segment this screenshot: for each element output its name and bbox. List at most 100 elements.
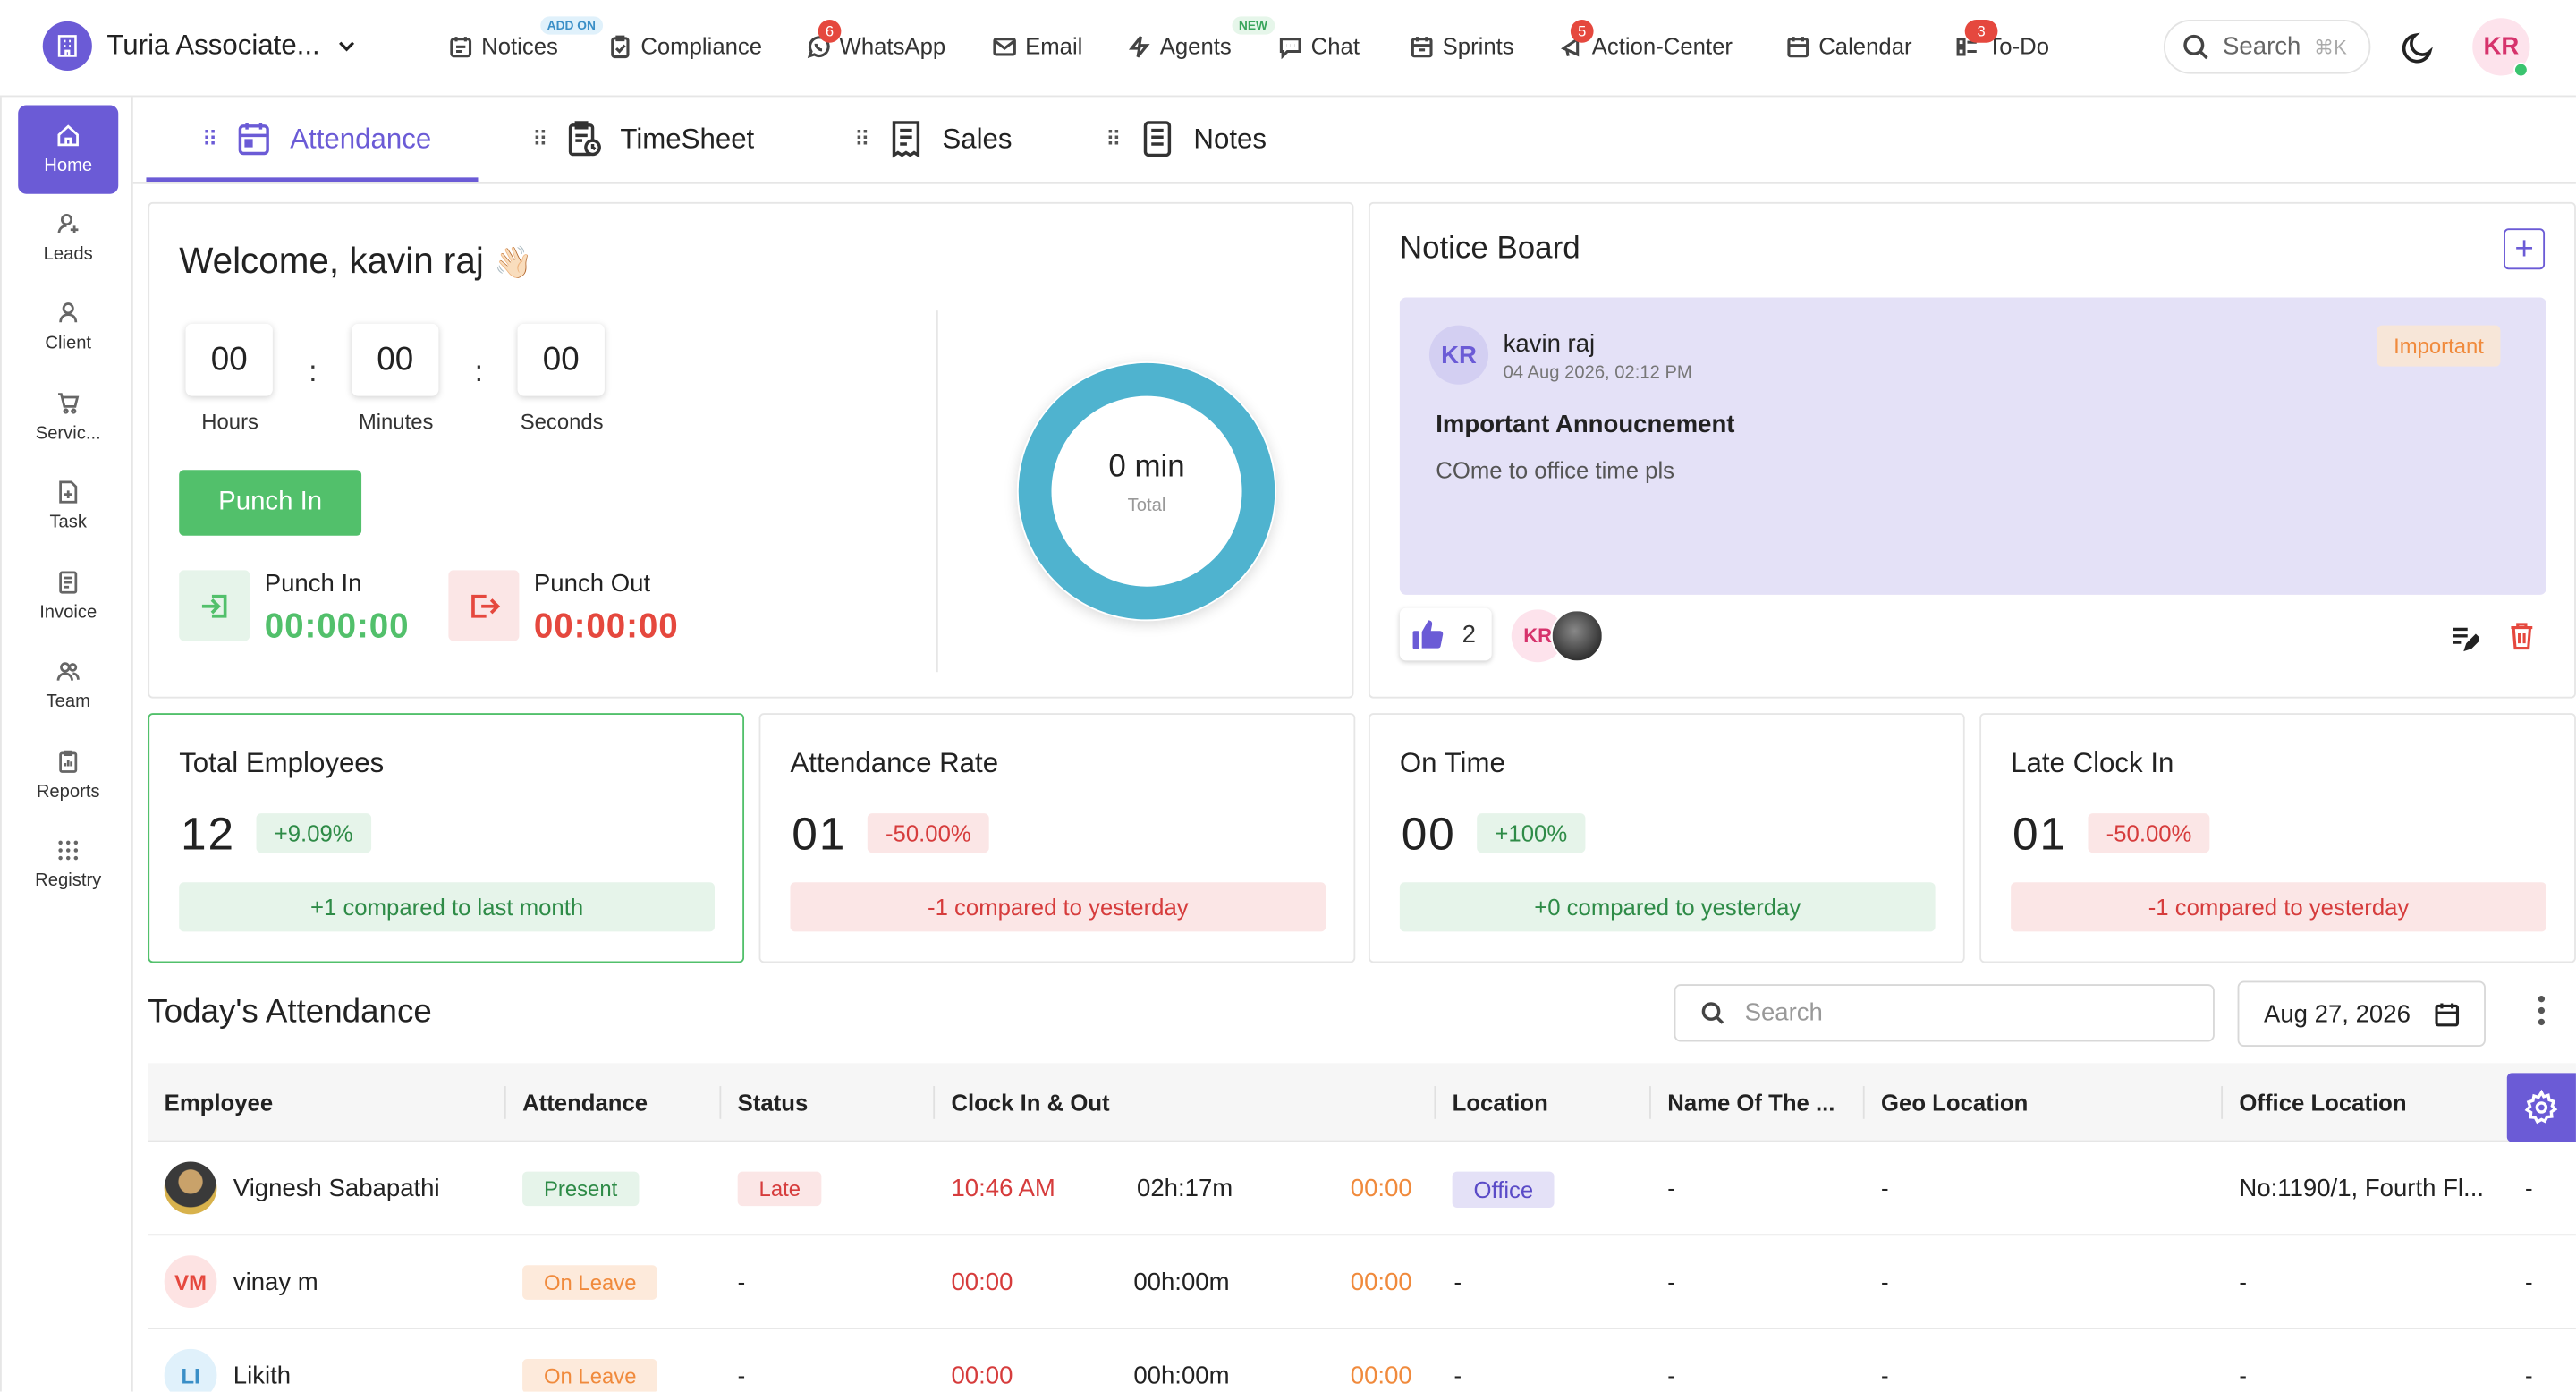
table-settings-button[interactable]: [2506, 1073, 2576, 1142]
clock-out-time: 00:00: [1350, 1175, 1412, 1203]
tab-timesheet[interactable]: ⠿ TimeSheet: [532, 120, 754, 157]
nav-agents[interactable]: Agents NEW: [1127, 16, 1275, 59]
viewer-photo-avatar[interactable]: [1550, 609, 1604, 663]
tab-attendance[interactable]: ⠿ Attendance: [202, 120, 431, 157]
thumbs-up-icon: [1412, 620, 1444, 649]
home-icon: [57, 124, 79, 147]
employee-name[interactable]: vinay m: [233, 1268, 318, 1297]
table-row[interactable]: VM vinay m On Leave - 00:00 00h:00m 00:0…: [148, 1235, 2576, 1329]
office-location-value: -: [2239, 1268, 2248, 1295]
search-icon: [1701, 1002, 1724, 1024]
stat-total-employees[interactable]: Total Employees 12 +9.09% +1 compared to…: [148, 713, 745, 963]
tab-notes[interactable]: ⠿ Notes: [1106, 120, 1267, 157]
table-row[interactable]: LI Likith On Leave - 00:00 00h:00m 00:00…: [148, 1329, 2576, 1392]
drag-handle-icon[interactable]: ⠿: [532, 125, 547, 151]
column-geo-location[interactable]: Geo Location: [1881, 1089, 2029, 1116]
drag-handle-icon[interactable]: ⠿: [1106, 125, 1121, 151]
new-tag: NEW: [1232, 16, 1275, 35]
sidebar-item-invoice[interactable]: Invoice: [18, 552, 118, 641]
stat-on-time[interactable]: On Time 00 +100% +0 compared to yesterda…: [1368, 713, 1965, 963]
nav-action-center[interactable]: Action-Center 5: [1559, 20, 1733, 59]
punch-in-icon: [179, 570, 250, 641]
stat-late-clock-in[interactable]: Late Clock In 01 -50.00% -1 compared to …: [1979, 713, 2576, 963]
divider: [936, 310, 938, 673]
notice-item[interactable]: KR kavin raj 04 Aug 2026, 02:12 PM Impor…: [1399, 297, 2546, 595]
grid-icon: [58, 840, 79, 861]
employee-name[interactable]: Vignesh Sabapathi: [233, 1175, 440, 1203]
stat-change-badge: -50.00%: [867, 813, 989, 853]
nav-whatsapp[interactable]: WhatsApp 6: [807, 20, 945, 59]
task-icon: [59, 480, 78, 504]
status-badge: Late: [737, 1171, 822, 1207]
column-status[interactable]: Status: [737, 1089, 809, 1116]
employee-avatar: LI: [164, 1348, 217, 1392]
moon-icon[interactable]: [2400, 30, 2436, 65]
sidebar-item-registry[interactable]: Registry: [18, 820, 118, 909]
edit-icon[interactable]: [2450, 623, 2479, 652]
extra-value: -: [2525, 1268, 2533, 1295]
location-badge: Office: [1452, 1171, 1555, 1208]
sidebar-item-leads[interactable]: Leads: [18, 194, 118, 283]
location-value: -: [1453, 1268, 1462, 1295]
name-of-value: -: [1667, 1268, 1675, 1295]
team-icon: [56, 662, 80, 681]
minutes-label: Minutes: [358, 409, 434, 434]
chat-icon: [1279, 37, 1301, 59]
office-location-value: No:1190/1, Fourth Fl...: [2239, 1175, 2485, 1203]
selected-date: Aug 27, 2026: [2263, 999, 2411, 1028]
hours-value: 00: [185, 323, 273, 396]
attendance-search-input[interactable]: Search: [1674, 984, 2215, 1042]
column-clock-in-out[interactable]: Clock In & Out: [951, 1089, 1110, 1116]
attendance-title: Today's Attendance: [148, 994, 432, 1031]
nav-compliance[interactable]: Compliance: [608, 33, 762, 59]
like-button[interactable]: 2: [1399, 607, 1492, 661]
sidebar-item-team[interactable]: Team: [18, 641, 118, 729]
clock-out-time: 00:00: [1350, 1362, 1412, 1390]
punch-in-label: Punch In: [264, 570, 362, 598]
addon-tag: ADD ON: [540, 16, 603, 35]
column-location[interactable]: Location: [1452, 1089, 1548, 1116]
column-office-location[interactable]: Office Location: [2239, 1089, 2407, 1116]
sidebar: Home Leads Client Servic... Task Invoice…: [0, 97, 133, 1392]
notice-date: 04 Aug 2026, 02:12 PM: [1503, 362, 1692, 383]
table-row[interactable]: Vignesh Sabapathi Present Late 10:46 AM …: [148, 1142, 2576, 1236]
punch-in-time: 00:00:00: [264, 607, 410, 646]
tab-sales[interactable]: ⠿ Sales: [854, 120, 1013, 158]
total-time-value: 0 min: [1108, 450, 1185, 485]
org-switcher[interactable]: Turia Associate...: [42, 21, 358, 71]
seconds-label: Seconds: [520, 409, 604, 434]
notice-body: COme to office time pls: [1436, 456, 1675, 483]
add-notice-button[interactable]: +: [2504, 228, 2546, 270]
active-tab-indicator: [146, 177, 479, 182]
clock-in-time: 00:00: [951, 1362, 1013, 1390]
global-search[interactable]: Search ⌘K: [2163, 20, 2371, 74]
date-picker[interactable]: Aug 27, 2026: [2237, 980, 2486, 1047]
sidebar-item-services[interactable]: Servic...: [18, 373, 118, 462]
sidebar-item-home[interactable]: Home: [18, 105, 119, 194]
nav-chat[interactable]: Chat: [1278, 33, 1360, 59]
sidebar-item-reports[interactable]: Reports: [18, 731, 118, 819]
drag-handle-icon[interactable]: ⠿: [201, 125, 217, 151]
column-name-of-the[interactable]: Name Of The ...: [1667, 1089, 1835, 1116]
work-duration: 00h:00m: [1133, 1362, 1230, 1390]
employee-name[interactable]: Likith: [233, 1362, 292, 1390]
clipboard-clock-icon: [567, 121, 601, 157]
sidebar-item-client[interactable]: Client: [18, 283, 118, 371]
column-attendance[interactable]: Attendance: [522, 1089, 648, 1116]
employee-avatar: [164, 1161, 217, 1215]
stat-comparison: +1 compared to last month: [179, 882, 715, 932]
nav-sprints[interactable]: Sprints: [1410, 33, 1514, 59]
sidebar-item-task[interactable]: Task: [18, 462, 118, 550]
drag-handle-icon[interactable]: ⠿: [854, 125, 869, 151]
stat-attendance-rate[interactable]: Attendance Rate 01 -50.00% -1 compared t…: [758, 713, 1356, 963]
column-employee[interactable]: Employee: [164, 1089, 274, 1116]
punch-in-button[interactable]: Punch In: [179, 470, 362, 536]
nav-calendar[interactable]: Calendar: [1785, 33, 1912, 59]
nav-email[interactable]: Email: [992, 33, 1082, 59]
nav-todo[interactable]: To-Do 3: [1955, 20, 2049, 59]
user-name: kavin raj: [349, 240, 484, 282]
more-options-icon[interactable]: [2527, 996, 2556, 1031]
delete-icon[interactable]: [2509, 621, 2535, 650]
hours-label: Hours: [201, 409, 258, 434]
nav-notices[interactable]: Notices ADD ON: [448, 16, 603, 59]
